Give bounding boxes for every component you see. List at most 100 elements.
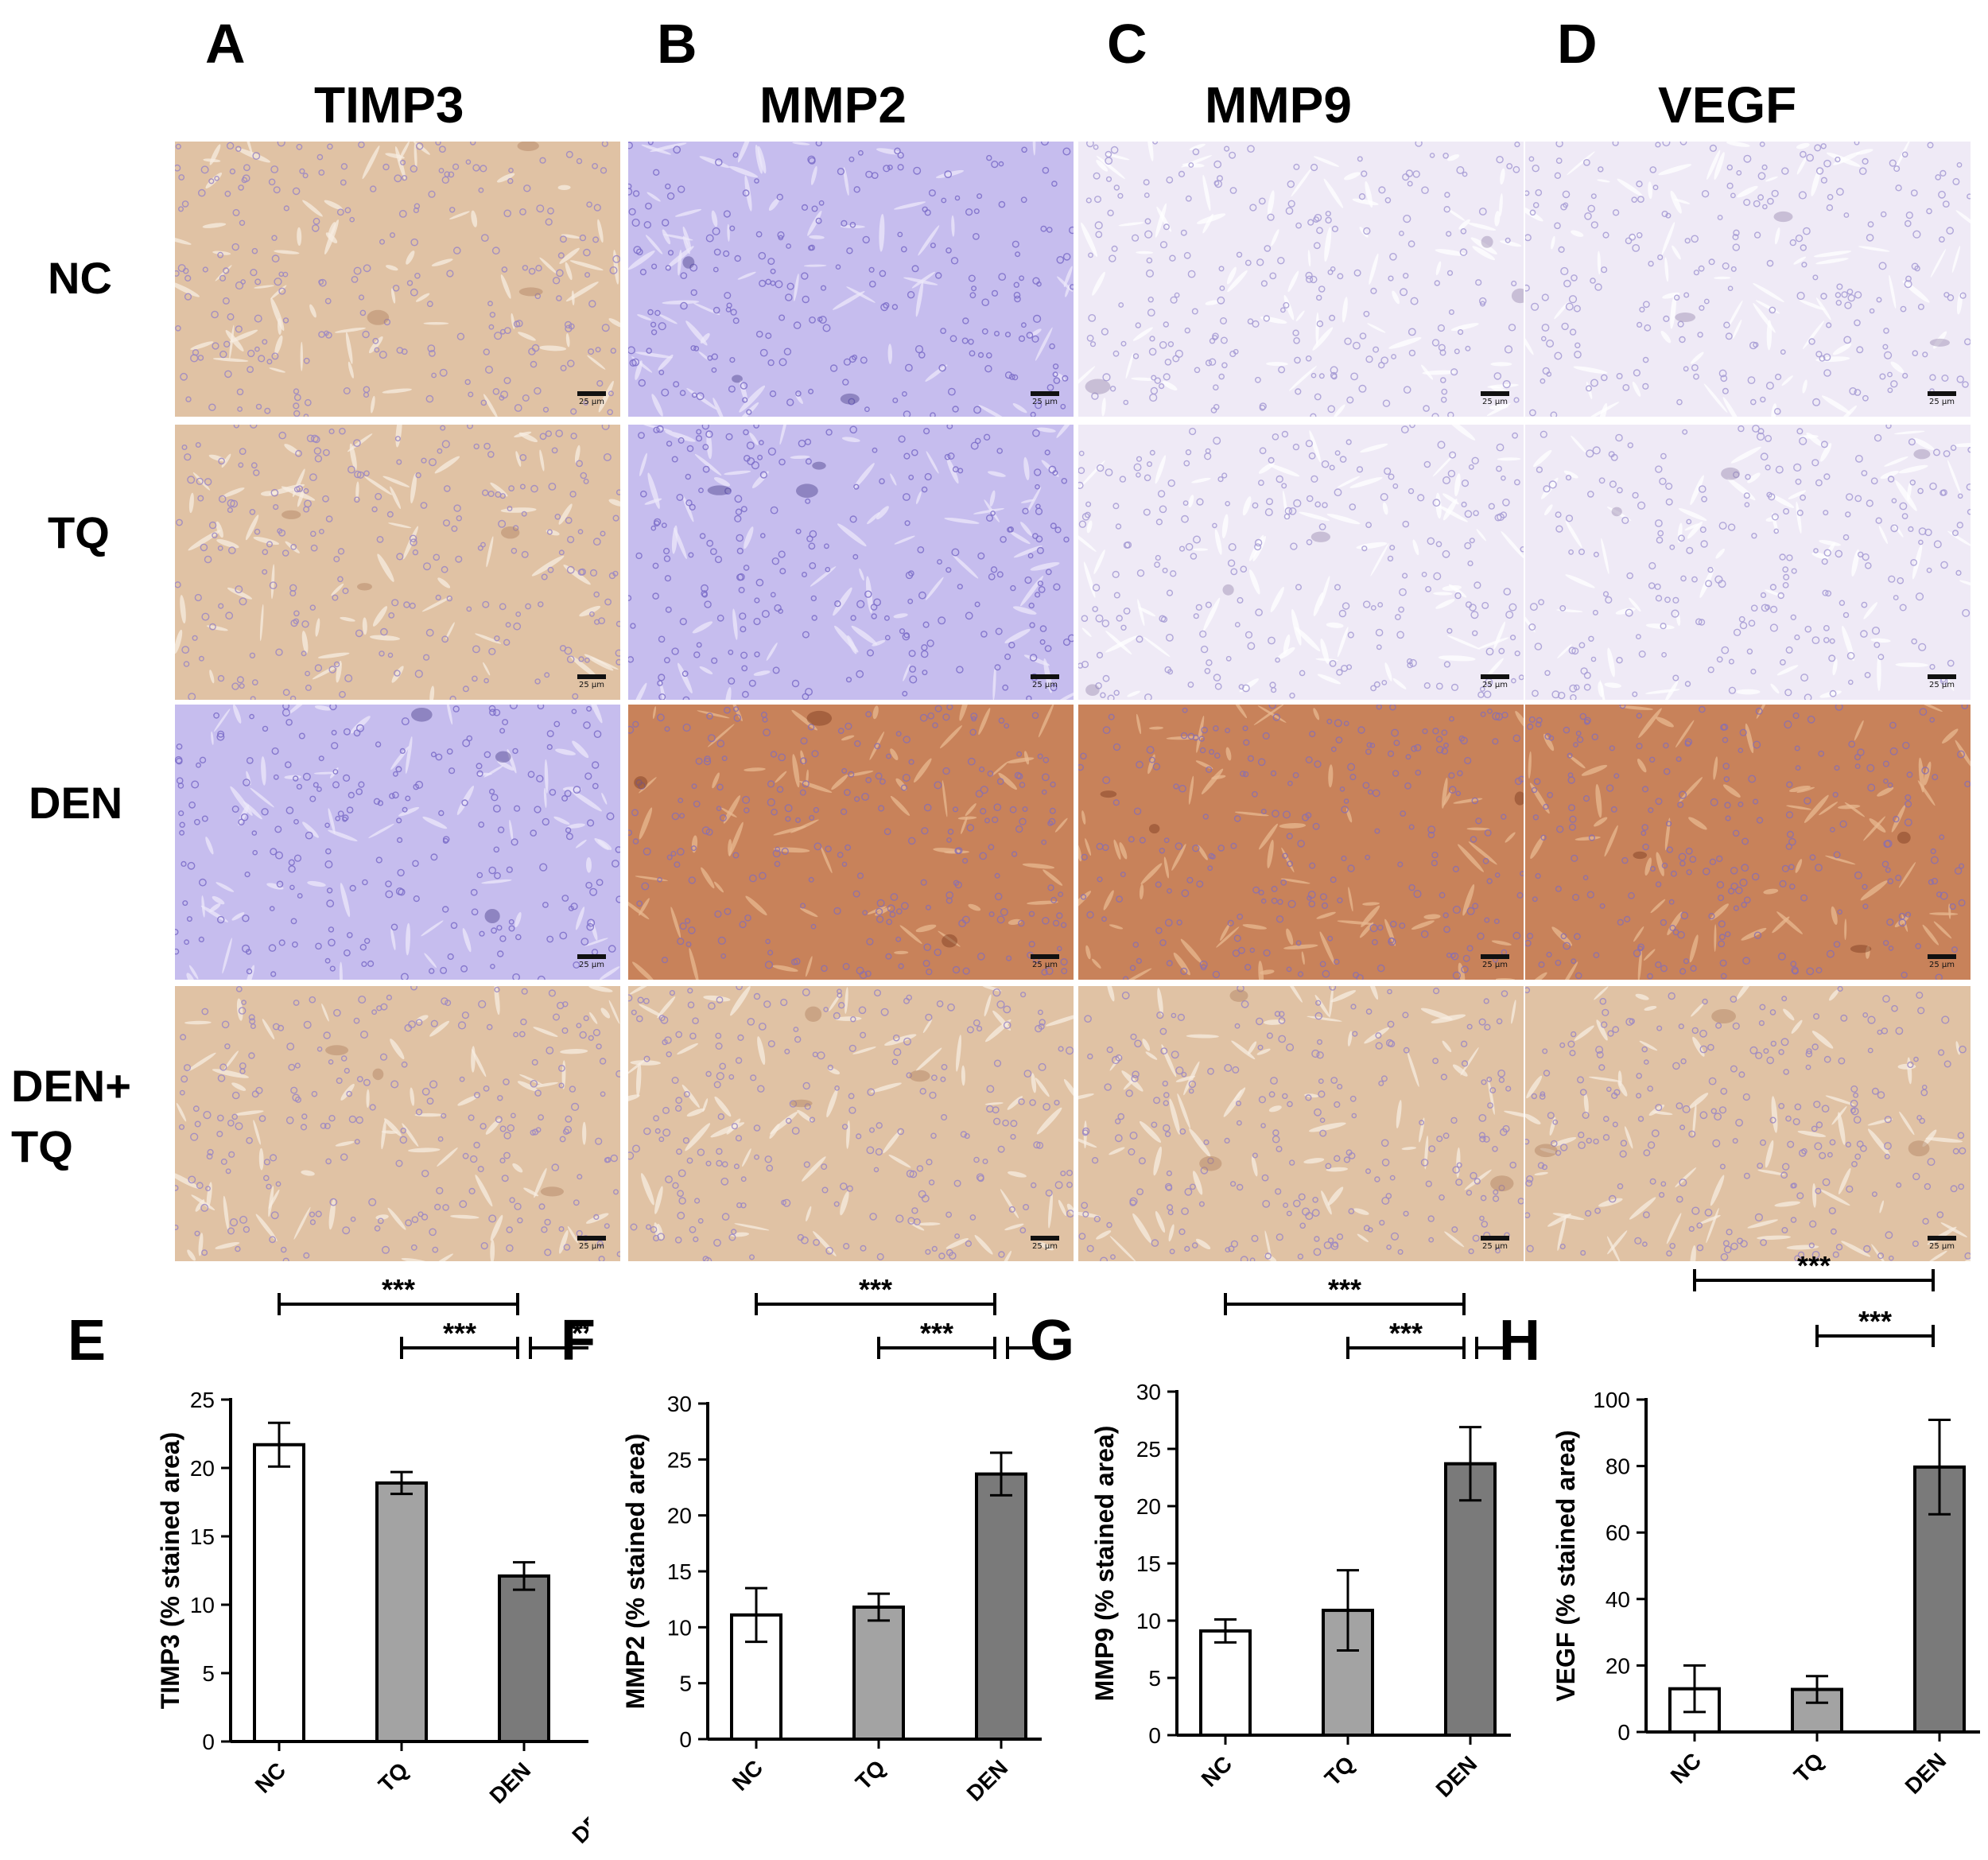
micrograph-image (1525, 705, 1971, 980)
y-tick-label: 15 (667, 1559, 692, 1584)
y-tick-label: 60 (1606, 1520, 1630, 1545)
micrograph-image (628, 142, 1074, 417)
y-tick-label: 15 (190, 1524, 215, 1549)
scale-bar-label: 25 μm (1928, 398, 1955, 406)
scale-bar-line (1031, 954, 1059, 959)
y-axis-label: MMP9 (% stained area) (1090, 1426, 1119, 1702)
bar-den (975, 1472, 1027, 1741)
scale-bar-line (1928, 674, 1956, 679)
chart-e: E 0 5 10 15 20 25 TIMP3 (% stained area) NC TQ DEN… (32, 1256, 695, 1853)
scale-bar-label: 25 μm (1031, 961, 1058, 969)
row-label-nc: NC (48, 253, 112, 303)
x-tick-label: NC (1666, 1748, 1706, 1788)
y-tick-label: 25 (1136, 1437, 1161, 1462)
micrograph-image (175, 705, 620, 980)
y-tick-label: 100 (1593, 1388, 1630, 1412)
y-tick-label: 25 (667, 1447, 692, 1472)
significance-label: *** (1858, 1305, 1892, 1338)
y-tick-label: 10 (1136, 1609, 1161, 1633)
y-tick-label: 30 (1136, 1380, 1161, 1404)
y-tick-label: 20 (1136, 1494, 1161, 1519)
micrograph-mmp9-row2: 25 μm (1078, 425, 1524, 700)
y-tick-label: 0 (1617, 1720, 1630, 1745)
chart-panel-letter: G (1030, 1309, 1074, 1373)
scale-bar-line (1928, 954, 1956, 959)
y-tick-label: 5 (1148, 1666, 1161, 1691)
scale-bar: 25 μm (1924, 954, 1959, 972)
scale-bar-line (577, 674, 606, 679)
bar-tq (375, 1481, 428, 1743)
stain-title-mmp2: MMP2 (759, 76, 907, 134)
scale-bar-label: 25 μm (1031, 1242, 1058, 1251)
micrograph-vegf-row1: 25 μm (1525, 142, 1971, 417)
scale-bar-label: 25 μm (1481, 961, 1508, 969)
scale-bar: 25 μm (1477, 1236, 1512, 1253)
micrograph-image (1078, 425, 1524, 700)
scale-bar-label: 25 μm (1928, 681, 1955, 689)
scale-bar: 25 μm (1477, 954, 1512, 972)
scale-bar-line (1031, 391, 1059, 396)
x-tick-label: TQ (1320, 1751, 1359, 1790)
y-axis-label: TIMP3 (% stained area) (156, 1432, 184, 1710)
y-tick-label: 20 (190, 1456, 215, 1481)
y-tick-label: 25 (190, 1388, 215, 1412)
panel-letter-a: A (205, 13, 246, 75)
scale-bar-line (577, 954, 606, 959)
bar-tq (852, 1606, 905, 1741)
y-tick-label: 5 (202, 1661, 215, 1686)
micrograph-image (628, 986, 1074, 1261)
significance-label: *** (859, 1273, 892, 1306)
scale-bar-label: 25 μm (1928, 961, 1955, 969)
y-axis-label: MMP2 (% stained area) (621, 1434, 650, 1710)
scale-bar-label: 25 μm (1481, 1242, 1508, 1251)
scale-bar-label: 25 μm (1031, 681, 1058, 689)
scale-bar: 25 μm (574, 674, 609, 692)
micrograph-mmp2-row2: 25 μm (628, 425, 1074, 700)
y-tick-label: 10 (667, 1615, 692, 1640)
scale-bar-line (577, 1236, 606, 1241)
x-tick-label: TQ (851, 1755, 890, 1794)
y-tick-label: 10 (190, 1593, 215, 1617)
micrograph-vegf-row3: 25 μm (1525, 705, 1971, 980)
chart-g: G 0 5 10 15 20 25 30 MMP9 (% stained area) NC TQ DE… (994, 1256, 1641, 1853)
micrograph-mmp9-row1: 25 μm (1078, 142, 1524, 417)
micrograph-image (628, 425, 1074, 700)
row-label-tq: TQ (48, 507, 110, 557)
scale-bar-label: 25 μm (1481, 398, 1508, 406)
scale-bar-line (1031, 1236, 1059, 1241)
scale-bar: 25 μm (574, 391, 609, 409)
y-tick-label: 15 (1136, 1551, 1161, 1576)
chart-panel-letter: E (68, 1309, 106, 1373)
significance-label: *** (443, 1317, 476, 1349)
scale-bar: 25 μm (574, 1236, 609, 1253)
y-tick-label: 0 (202, 1730, 215, 1754)
micrograph-mmp9-row3: 25 μm (1078, 705, 1524, 980)
scale-bar: 25 μm (1477, 391, 1512, 409)
stain-title-mmp9: MMP9 (1205, 76, 1352, 134)
panel-letter-b: B (657, 13, 697, 75)
y-tick-label: 0 (679, 1727, 692, 1752)
micrograph-timp3-row3: 25 μm (175, 705, 620, 980)
scale-bar: 25 μm (1924, 1236, 1959, 1253)
y-tick-label: 20 (667, 1504, 692, 1528)
chart-panel-letter: F (561, 1309, 596, 1373)
x-tick-label: TQ (1789, 1748, 1828, 1787)
micrograph-mmp2-row1: 25 μm (628, 142, 1074, 417)
chart-panel-letter: H (1499, 1309, 1540, 1373)
significance-label: *** (382, 1273, 415, 1306)
scale-bar: 25 μm (1477, 674, 1512, 692)
scale-bar-label: 25 μm (1481, 681, 1508, 689)
panel-letter-d: D (1557, 13, 1598, 75)
micrograph-vegf-row2: 25 μm (1525, 425, 1971, 700)
y-tick-label: 20 (1606, 1653, 1630, 1678)
chart-h: H 0 20 40 60 80 100 VEGF (% stained area) NC TQ DE… (1463, 1249, 1988, 1853)
scale-bar-line (1928, 1236, 1956, 1241)
micrograph-image (175, 425, 620, 700)
scale-bar-line (1031, 674, 1059, 679)
micrograph-timp3-row1: 25 μm (175, 142, 620, 417)
y-tick-label: 5 (679, 1672, 692, 1696)
scale-bar: 25 μm (1027, 954, 1062, 972)
bar-den (1444, 1462, 1497, 1737)
scale-bar-label: 25 μm (578, 398, 604, 406)
